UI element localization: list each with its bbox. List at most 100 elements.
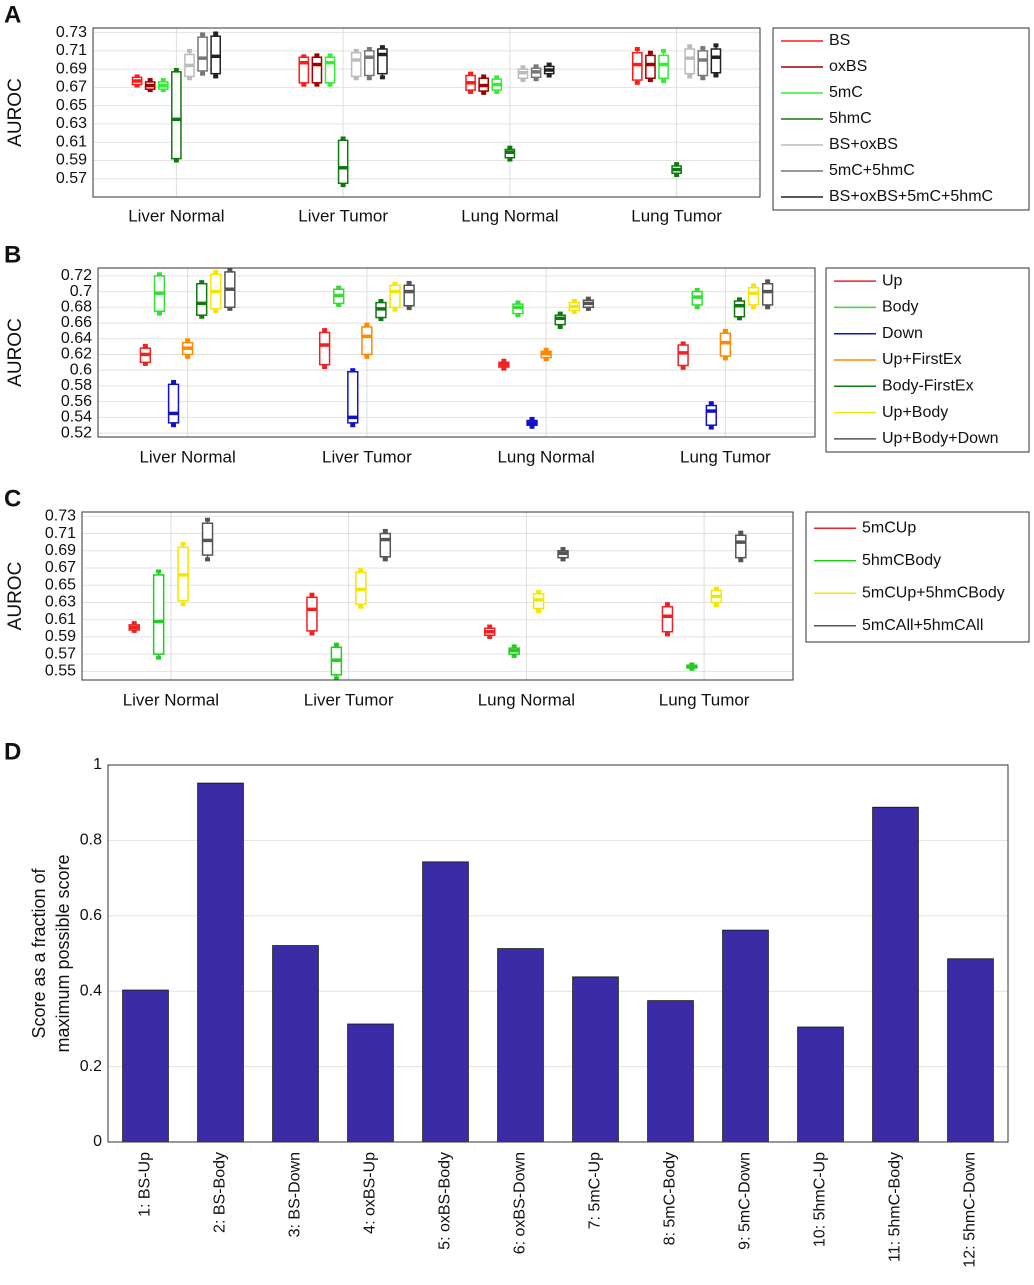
whisker-cap xyxy=(700,76,706,81)
box xyxy=(705,404,717,426)
box xyxy=(379,532,392,558)
whisker-cap xyxy=(571,299,577,304)
y-tick-label: 0.63 xyxy=(56,115,87,132)
y-tick-label: 0.6 xyxy=(70,361,92,378)
legend-label: BS xyxy=(829,32,850,49)
whisker-cap xyxy=(358,604,364,609)
legend-label: oxBS xyxy=(829,58,867,75)
whisker-cap xyxy=(736,316,742,321)
whisker-cap xyxy=(171,379,177,384)
x-tick-label: Liver Tumor xyxy=(322,447,412,466)
whisker-cap xyxy=(378,317,384,322)
whisker-cap xyxy=(173,158,179,163)
whisker-cap xyxy=(507,145,513,150)
box xyxy=(171,71,182,160)
y-tick-label: 0.52 xyxy=(61,424,92,441)
whisker-cap xyxy=(142,361,148,366)
y-tick-label: 1 xyxy=(93,756,102,773)
panel-label: C xyxy=(4,485,21,512)
whisker-cap xyxy=(382,557,388,562)
legend-label: 5mCUp+5hmCBody xyxy=(862,584,1005,601)
whisker-cap xyxy=(511,653,517,658)
whisker-cap xyxy=(199,280,205,285)
whisker-cap xyxy=(340,183,346,188)
whisker-cap xyxy=(134,74,140,79)
y-tick-label: 0.65 xyxy=(45,576,76,593)
whisker-cap xyxy=(713,586,719,591)
whisker-cap xyxy=(213,309,219,314)
whisker-cap xyxy=(392,281,398,286)
whisker-cap xyxy=(147,78,153,83)
whisker-cap xyxy=(536,590,542,595)
whisker-cap xyxy=(180,602,186,607)
whisker-cap xyxy=(647,78,653,83)
whisker-cap xyxy=(494,75,500,80)
whisker-cap xyxy=(131,621,137,626)
x-tick-label: 6: oxBS-Down xyxy=(512,1152,529,1254)
whisker-cap xyxy=(314,82,320,87)
x-tick-label: 9: 5mC-Down xyxy=(737,1152,754,1250)
whisker-cap xyxy=(674,162,680,167)
y-tick-label: 0.4 xyxy=(80,982,102,999)
y-tick-label: 0.61 xyxy=(45,611,76,628)
whisker-cap xyxy=(661,78,667,83)
x-tick-label: Liver Tumor xyxy=(298,206,388,225)
whisker-cap xyxy=(765,305,771,310)
whisker-cap xyxy=(694,288,700,293)
plot-area xyxy=(108,765,1008,1142)
whisker-cap xyxy=(511,644,517,649)
bar xyxy=(347,1023,394,1143)
whisker-cap xyxy=(708,401,714,406)
bar xyxy=(872,806,919,1143)
whisker-cap xyxy=(507,157,513,162)
whisker-cap xyxy=(634,80,640,85)
whisker-cap xyxy=(661,48,667,53)
whisker-cap xyxy=(340,136,346,141)
x-tick-label: 11: 5hmC-Body xyxy=(887,1152,904,1262)
legend-label: Body xyxy=(882,299,918,316)
whisker-cap xyxy=(364,354,370,359)
y-tick-label: 0.68 xyxy=(61,299,92,316)
y-tick-label: 0.61 xyxy=(56,133,87,150)
y-tick-label: 0.64 xyxy=(61,330,92,347)
y-tick-label: 0.67 xyxy=(45,559,76,576)
box xyxy=(733,300,746,318)
whisker-cap xyxy=(481,90,487,95)
whisker-cap xyxy=(336,302,342,307)
box xyxy=(719,332,732,357)
whisker-cap xyxy=(314,53,320,58)
y-tick-label: 0.57 xyxy=(56,170,87,187)
whisker-cap xyxy=(185,338,191,343)
y-tick-label: 0 xyxy=(93,1133,102,1150)
legend-label: Up xyxy=(882,272,903,289)
whisker-cap xyxy=(379,45,385,50)
y-tick-label: 0.55 xyxy=(45,663,76,680)
whisker-cap xyxy=(680,341,686,346)
axes-frame xyxy=(92,27,761,198)
box xyxy=(324,56,336,84)
x-tick-label: Liver Normal xyxy=(123,690,219,709)
box xyxy=(735,534,747,559)
box xyxy=(350,51,362,78)
whisker-cap xyxy=(501,358,507,363)
y-tick-label: 0.54 xyxy=(61,409,92,426)
whisker-cap xyxy=(156,272,162,277)
whisker-cap xyxy=(301,82,307,87)
whisker-cap xyxy=(689,666,695,671)
y-tick-label: 0.59 xyxy=(56,152,87,169)
whisker-cap xyxy=(322,328,328,333)
x-tick-label: Liver Tumor xyxy=(304,690,394,709)
whisker-cap xyxy=(713,73,719,78)
legend-box xyxy=(805,511,1030,643)
box xyxy=(645,54,656,79)
whisker-cap xyxy=(336,285,342,290)
legend-label: 5mCAll+5hmCAll xyxy=(862,617,983,634)
whisker-cap xyxy=(751,283,757,288)
bar xyxy=(647,1000,694,1143)
y-tick-label: 0.73 xyxy=(45,508,76,525)
whisker-cap xyxy=(694,305,700,310)
whisker-cap xyxy=(156,655,162,660)
whisker-cap xyxy=(213,269,219,274)
whisker-cap xyxy=(366,76,372,81)
whisker-cap xyxy=(379,75,385,80)
